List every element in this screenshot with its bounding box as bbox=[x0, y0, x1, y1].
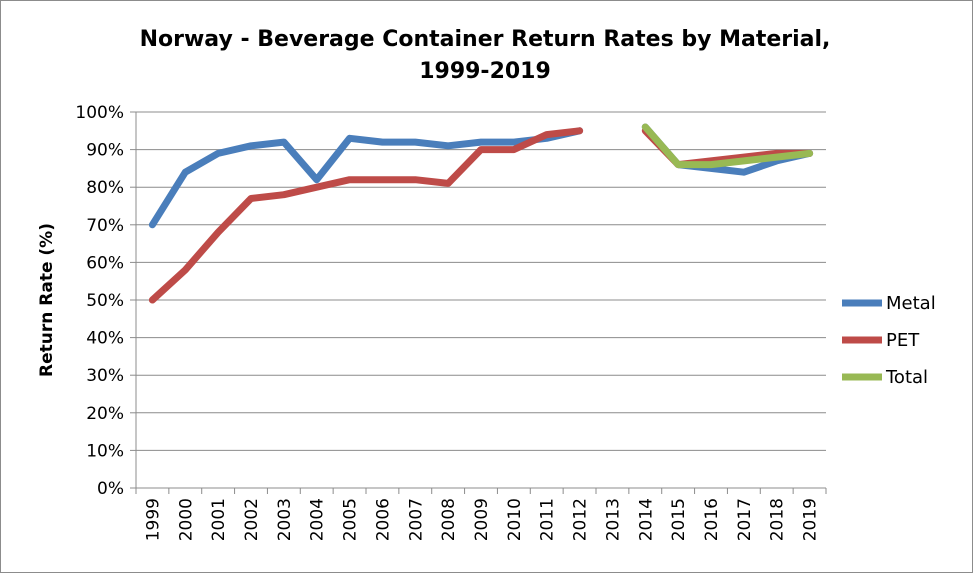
x-tick-label: 2010 bbox=[505, 498, 525, 541]
x-tick-label: 2000 bbox=[176, 498, 196, 541]
x-tick-label: 2003 bbox=[275, 498, 295, 541]
x-tick-label: 2018 bbox=[768, 498, 788, 541]
legend-label-total: Total bbox=[885, 367, 928, 388]
legend-label-metal: Metal bbox=[886, 293, 936, 314]
y-tick-label: 30% bbox=[86, 366, 124, 386]
chart-title-line1: Norway - Beverage Container Return Rates… bbox=[140, 27, 831, 52]
x-tick-label: 2007 bbox=[406, 498, 426, 541]
y-tick-label: 20% bbox=[86, 404, 124, 424]
x-tick-label: 2005 bbox=[341, 498, 361, 541]
legend: Metal PET Total bbox=[842, 293, 936, 388]
y-tick-label: 60% bbox=[86, 253, 124, 273]
x-tick-label: 2012 bbox=[571, 498, 591, 541]
series-line-metal bbox=[148, 127, 584, 229]
y-tick-label: 50% bbox=[86, 291, 124, 311]
y-tick-label: 90% bbox=[86, 141, 124, 161]
x-tick-label: 2009 bbox=[472, 498, 492, 541]
axes bbox=[135, 112, 827, 494]
x-tick-label: 2008 bbox=[439, 498, 459, 541]
x-tick-labels: 1999 2000 2001 2002 2003 2004 2005 2006 2007 2008… bbox=[143, 498, 820, 541]
y-tick-label: 0% bbox=[97, 479, 124, 499]
y-tick-label: 80% bbox=[86, 178, 124, 198]
series-line-total bbox=[641, 123, 814, 169]
x-tick-label: 1999 bbox=[143, 498, 163, 541]
series-lines bbox=[148, 123, 814, 304]
x-tick-label: 2002 bbox=[242, 498, 262, 541]
x-tick-label: 2016 bbox=[702, 498, 722, 541]
x-tick-label: 2019 bbox=[801, 498, 821, 541]
y-tick-label: 100% bbox=[75, 103, 124, 123]
legend-label-pet: PET bbox=[886, 330, 920, 351]
x-tick-label: 2004 bbox=[308, 498, 328, 541]
x-tick-label: 2015 bbox=[669, 498, 689, 541]
y-tick-label: 10% bbox=[86, 441, 124, 461]
y-tick-labels: 0% 10% 20% 30% 40% 50% 60% 70% 80% 90% 100% bbox=[75, 103, 124, 499]
y-tick-label: 70% bbox=[86, 216, 124, 236]
x-tick-label: 2006 bbox=[373, 498, 393, 541]
x-tick-label: 2011 bbox=[538, 498, 558, 541]
series-line-pet bbox=[148, 127, 584, 304]
x-tick-label: 2014 bbox=[636, 498, 656, 541]
x-tick-label: 2017 bbox=[735, 498, 755, 541]
x-tick-label: 2013 bbox=[603, 498, 623, 541]
y-tick-label: 40% bbox=[86, 329, 124, 349]
x-tick-label: 2001 bbox=[209, 498, 229, 541]
chart-title-line2: 1999-2019 bbox=[419, 59, 551, 84]
y-axis-label: Return Rate (%) bbox=[37, 223, 57, 377]
